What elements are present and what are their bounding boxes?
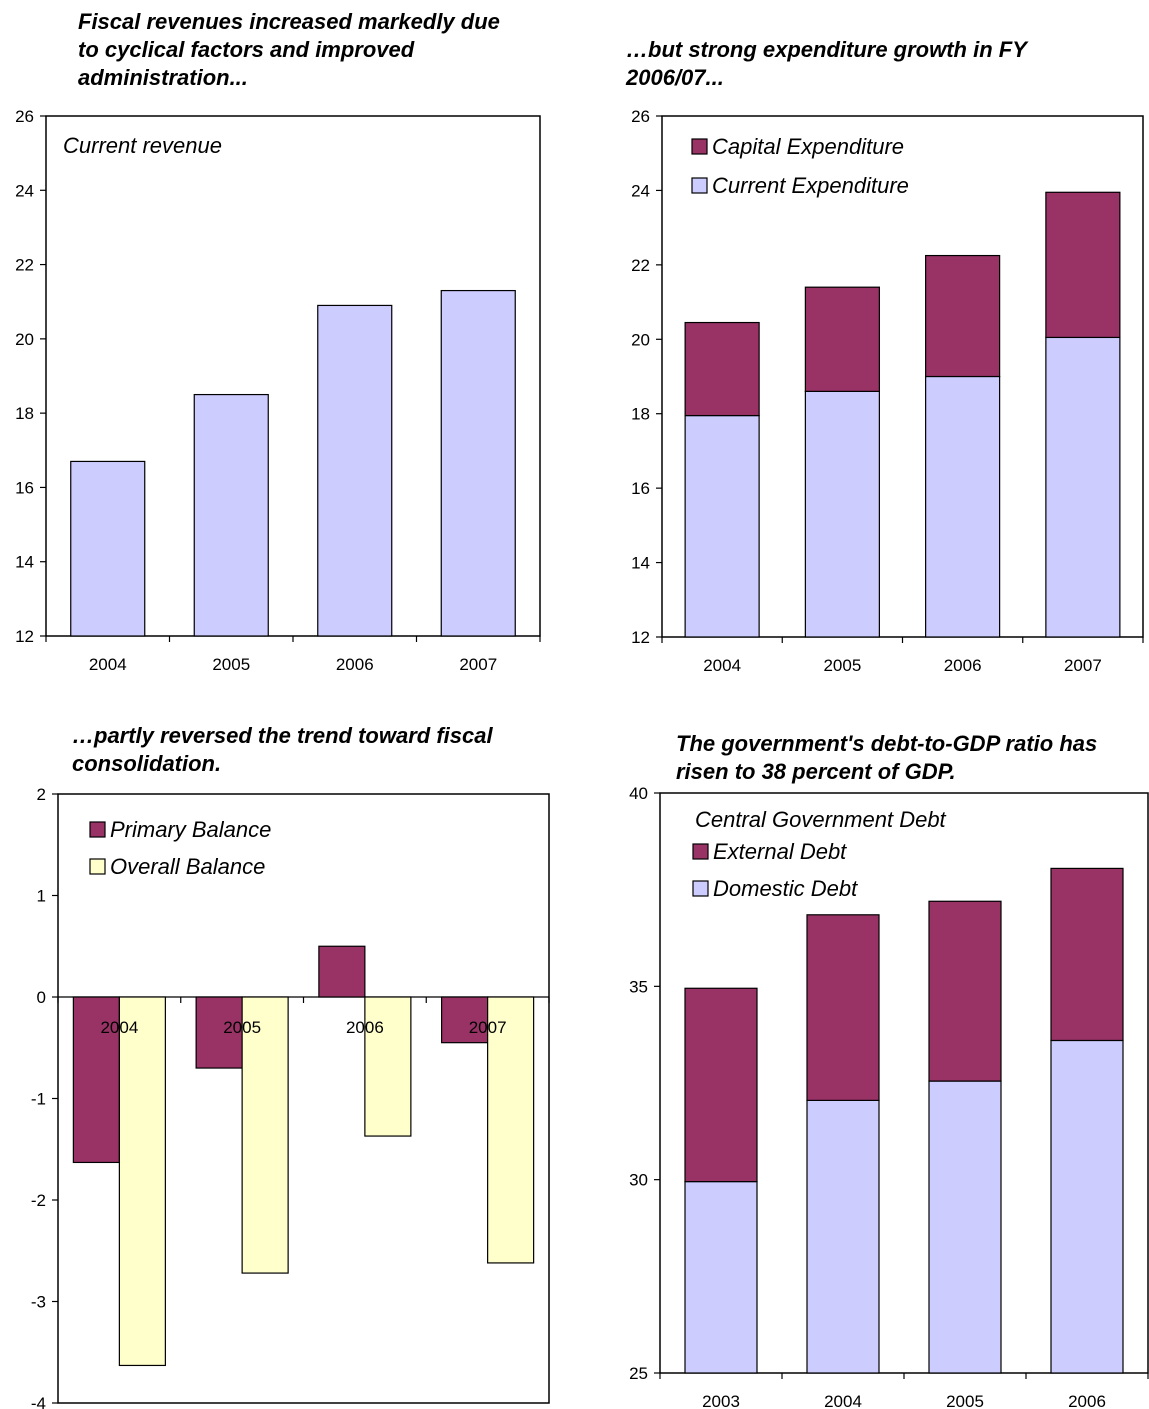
chart-title: …but strong expenditure growth in FY 200… xyxy=(626,37,1027,90)
y-tick-label: 24 xyxy=(631,181,650,200)
legend-swatch xyxy=(89,858,106,875)
bar-expenditure-0-2006 xyxy=(925,375,1001,638)
y-tick-label: 30 xyxy=(629,1171,648,1190)
x-tick-label: 2006 xyxy=(336,655,374,674)
y-tick-label: 24 xyxy=(15,181,34,200)
bar-balance-0-2006 xyxy=(318,945,366,998)
x-tick-label: 2005 xyxy=(823,656,861,675)
legend-swatch xyxy=(691,138,708,155)
bar-balance-1-2006 xyxy=(364,996,412,1137)
y-tick-label: 14 xyxy=(15,553,34,572)
y-tick-label: 26 xyxy=(15,107,34,126)
y-tick-label: 0 xyxy=(37,988,46,1007)
bar-debt-0-2003 xyxy=(684,1180,758,1374)
bar-balance-0-2005 xyxy=(195,996,243,1069)
y-tick-label: -4 xyxy=(31,1394,46,1409)
chart-inner-title: Current revenue xyxy=(63,133,222,158)
chart-inner-title: Central Government Debt xyxy=(695,807,947,832)
chart-expenditure: 12 14 16 18 20 22 24 26 2004 2005 2006 2007 Capital … xyxy=(631,107,1144,675)
chart-balance: -4 -3 -2 -1 0 1 2 2004 2005 2006 2007 Primary Balan… xyxy=(31,785,550,1409)
y-tick-label: 12 xyxy=(631,628,650,647)
y-tick-label: 2 xyxy=(37,785,46,804)
x-tick-label: 2004 xyxy=(89,655,127,674)
legend-swatch xyxy=(89,821,106,838)
legend-label: Capital Expenditure xyxy=(712,134,904,159)
legend-swatch xyxy=(692,880,709,897)
chart-revenue: 12 14 16 18 20 22 24 26 2004 2005 2006 2007 Current … xyxy=(15,107,541,674)
x-tick-label: 2007 xyxy=(469,1018,507,1037)
y-tick-label: 26 xyxy=(631,107,650,126)
bar-balance-1-2004 xyxy=(118,996,166,1367)
y-tick-label: 1 xyxy=(37,887,46,906)
y-tick-label: -2 xyxy=(31,1191,46,1210)
bar-expenditure-0-2004 xyxy=(684,414,760,638)
x-tick-label: 2007 xyxy=(1064,656,1102,675)
legend-swatch xyxy=(691,177,708,194)
y-tick-label: 18 xyxy=(15,404,34,423)
bar-balance-1-2007 xyxy=(487,996,535,1264)
legend-label: Primary Balance xyxy=(110,817,271,842)
y-tick-label: -3 xyxy=(31,1293,46,1312)
x-tick-label: 2004 xyxy=(100,1018,138,1037)
bar-debt-0-2005 xyxy=(928,1080,1002,1374)
bar-balance-0-2004 xyxy=(72,996,120,1164)
x-tick-label: 2003 xyxy=(702,1392,740,1409)
y-tick-label: -1 xyxy=(31,1090,46,1109)
legend-label: Domestic Debt xyxy=(713,876,858,901)
y-tick-label: 16 xyxy=(631,479,650,498)
y-tick-label: 40 xyxy=(629,784,648,803)
y-tick-label: 22 xyxy=(631,256,650,275)
x-tick-label: 2006 xyxy=(1068,1392,1106,1409)
bar-expenditure-1-2005 xyxy=(804,286,880,392)
y-tick-label: 16 xyxy=(15,478,34,497)
x-tick-label: 2006 xyxy=(944,656,982,675)
x-tick-label: 2005 xyxy=(946,1392,984,1409)
chart-title: The government's debt-to-GDP ratio has r… xyxy=(676,731,1098,784)
bar-debt-1-2005 xyxy=(928,900,1002,1082)
y-tick-label: 20 xyxy=(15,330,34,349)
chart-title: …partly reversed the trend toward fiscal… xyxy=(72,723,493,776)
bar-debt-1-2003 xyxy=(684,987,758,1183)
x-tick-label: 2006 xyxy=(346,1018,384,1037)
bar-expenditure-1-2004 xyxy=(684,321,760,417)
y-tick-label: 25 xyxy=(629,1364,648,1383)
y-tick-label: 14 xyxy=(631,554,650,573)
bar-expenditure-0-2007 xyxy=(1045,336,1121,638)
x-tick-label: 2004 xyxy=(824,1392,862,1409)
bar-revenue-2006 xyxy=(317,304,393,637)
legend-label: Current Expenditure xyxy=(712,173,909,198)
bar-debt-0-2006 xyxy=(1050,1039,1124,1374)
y-tick-label: 18 xyxy=(631,405,650,424)
chart-debt: 25 30 35 40 2003 2004 2005 2006 Central Governme… xyxy=(629,784,1149,1409)
x-tick-label: 2007 xyxy=(459,655,497,674)
y-tick-label: 20 xyxy=(631,330,650,349)
bar-expenditure-1-2006 xyxy=(925,254,1001,378)
bar-revenue-2005 xyxy=(193,393,269,637)
bar-debt-1-2004 xyxy=(806,914,880,1101)
legend-label: Overall Balance xyxy=(110,854,265,879)
bar-balance-0-2007 xyxy=(441,996,489,1044)
y-tick-label: 22 xyxy=(15,256,34,275)
bar-debt-1-2006 xyxy=(1050,867,1124,1042)
chart-title: Fiscal revenues increased markedly due t… xyxy=(78,9,500,90)
x-tick-label: 2004 xyxy=(703,656,741,675)
y-tick-label: 35 xyxy=(629,977,648,996)
bar-expenditure-1-2007 xyxy=(1045,191,1121,339)
bar-revenue-2004 xyxy=(70,460,146,637)
bar-balance-1-2005 xyxy=(241,996,289,1274)
legend-swatch xyxy=(692,843,709,860)
bar-debt-0-2004 xyxy=(806,1099,880,1374)
bar-expenditure-0-2005 xyxy=(804,390,880,638)
x-tick-label: 2005 xyxy=(223,1018,261,1037)
y-tick-label: 12 xyxy=(15,627,34,646)
legend-label: External Debt xyxy=(713,839,847,864)
bar-revenue-2007 xyxy=(440,289,516,637)
x-tick-label: 2005 xyxy=(212,655,250,674)
